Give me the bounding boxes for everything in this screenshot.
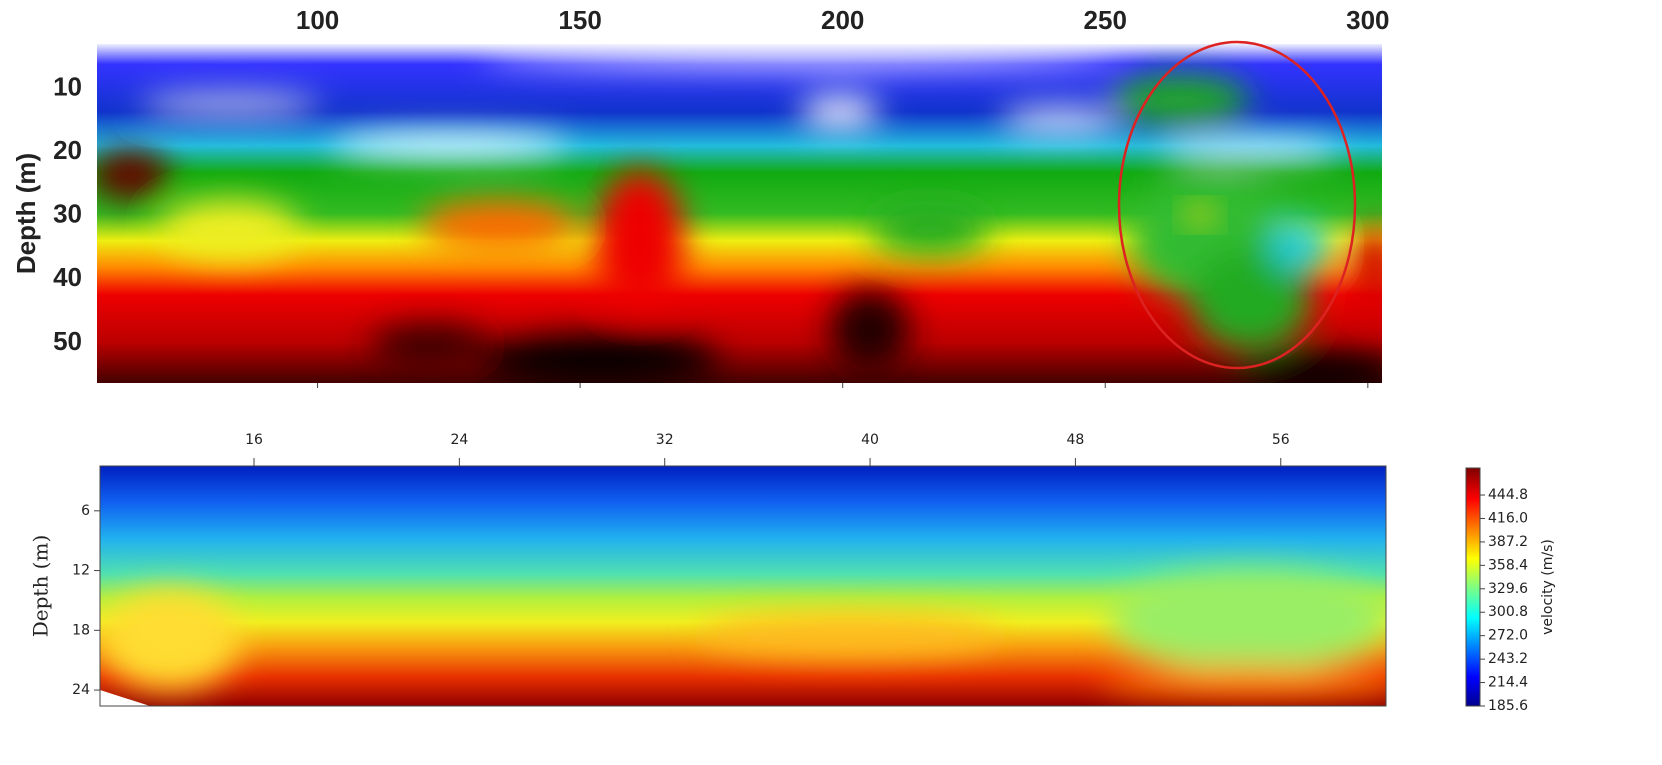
x-tick-label: 150 (558, 5, 601, 35)
x-tick-label: 16 (245, 432, 263, 448)
colorbar-tick-label: 416.0 (1488, 510, 1528, 526)
y-axis-label: Depth (m) (11, 153, 41, 274)
x-tick-label: 24 (450, 432, 468, 448)
colorbar-tick-label: 272.0 (1488, 628, 1528, 644)
y-tick-label: 40 (53, 262, 82, 292)
x-tick-label: 200 (821, 5, 864, 35)
colorbar-label: velocity (m/s) (1540, 539, 1556, 635)
colorbar-tick-label: 185.6 (1488, 698, 1528, 714)
plot-frame (99, 465, 1387, 707)
x-tick-label: 48 (1066, 432, 1084, 448)
colorbar-tick-label: 444.8 (1488, 487, 1528, 503)
y-tick-label: 50 (53, 326, 82, 356)
y-tick-label: 20 (53, 135, 82, 165)
highlight-ellipse (1117, 40, 1357, 370)
x-tick-label: 250 (1084, 5, 1127, 35)
x-tick-label: 300 (1346, 5, 1389, 35)
colorbar-tick-label: 300.8 (1488, 604, 1528, 620)
colorbar-tick-label: 214.4 (1488, 675, 1528, 691)
y-tick-label: 24 (72, 682, 90, 698)
x-tick-label: 100 (296, 5, 339, 35)
colorbar-tick-label: 387.2 (1488, 534, 1528, 550)
x-tick-label: 40 (861, 432, 879, 448)
colorbar (1465, 467, 1481, 707)
y-axis-label: Depth (m) (29, 535, 53, 638)
y-tick-label: 30 (53, 199, 82, 229)
velocity-field-top (97, 44, 1382, 383)
x-tick-label: 32 (656, 432, 674, 448)
colorbar-tick-label: 243.2 (1488, 651, 1528, 667)
colorbar-tick-label: 358.4 (1488, 557, 1528, 573)
y-tick-label: 10 (53, 71, 82, 101)
y-tick-label: 6 (81, 503, 90, 519)
colorbar-tick-label: 329.6 (1488, 581, 1528, 597)
y-tick-label: 18 (72, 622, 90, 638)
x-tick-label: 56 (1272, 432, 1290, 448)
velocity-field-bottom (100, 466, 1386, 706)
y-tick-label: 12 (72, 563, 90, 579)
